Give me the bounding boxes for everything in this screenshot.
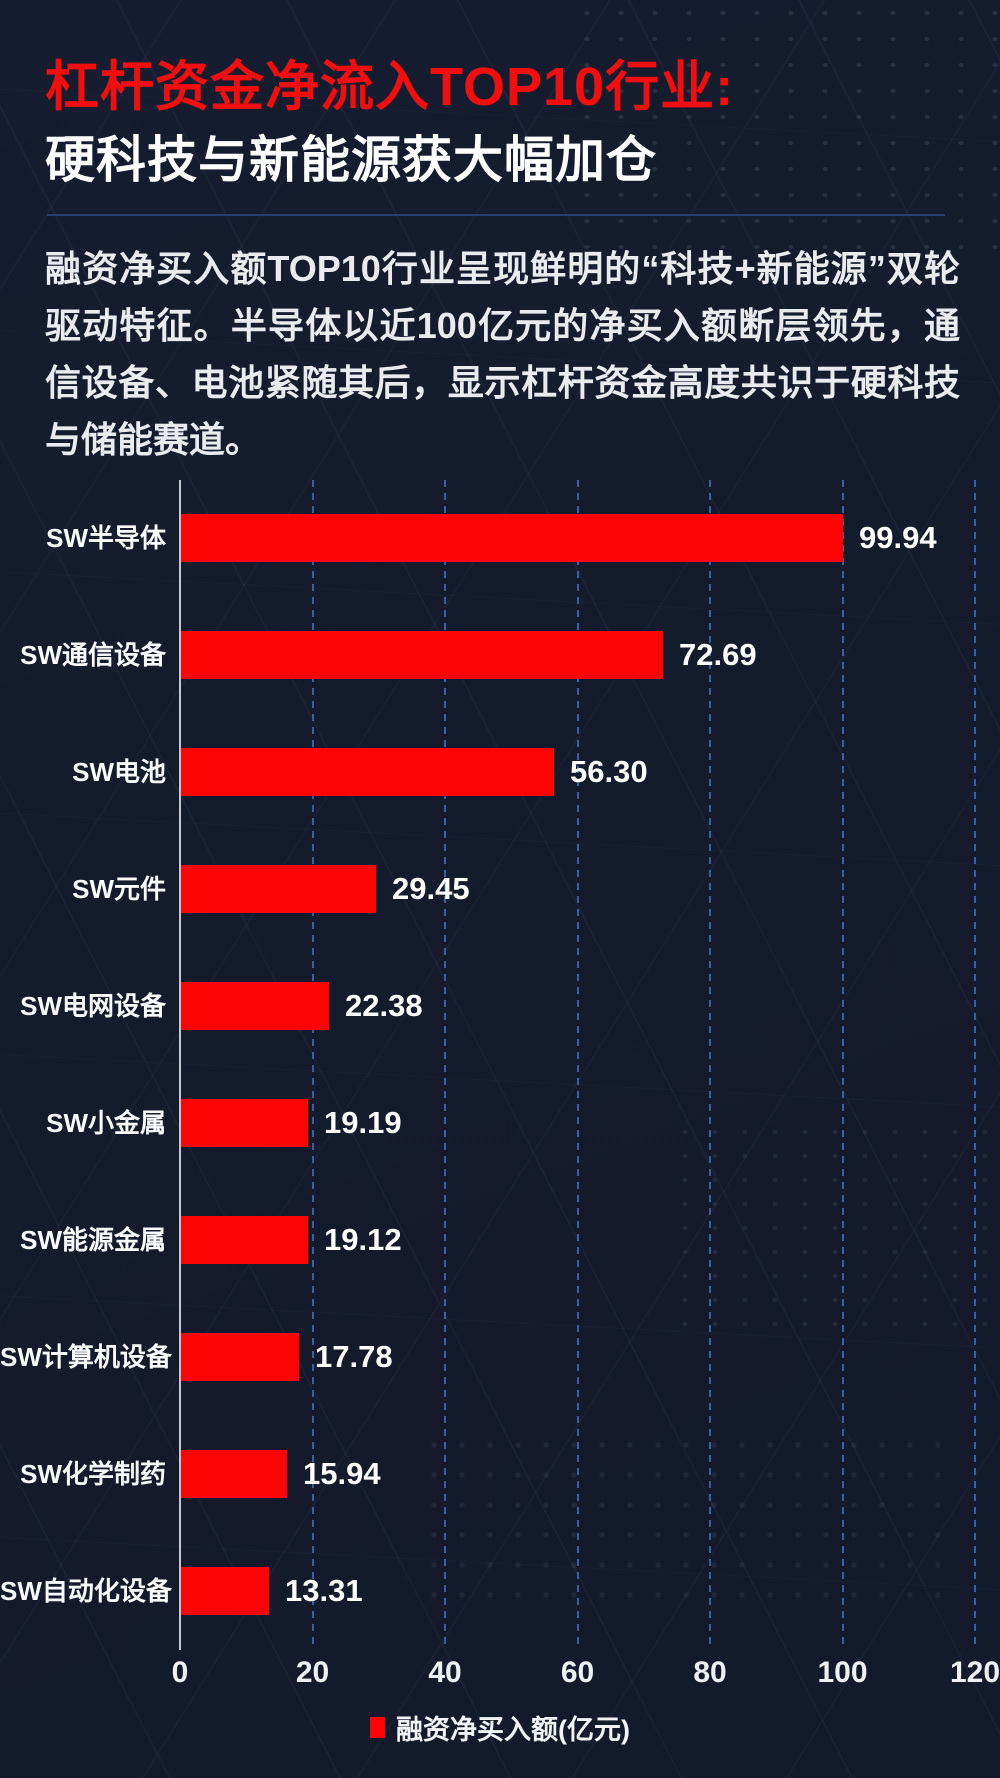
bar-SW半导体: [181, 514, 843, 562]
page-title: 杠杆资金净流入TOP10行业:: [45, 57, 735, 117]
category-label: SW化学制药: [20, 1459, 166, 1489]
background-dots-top-right: [570, 0, 1000, 270]
background-dots-bottom-right: [420, 1430, 940, 1620]
x-tick-label-40: 40: [428, 1656, 462, 1689]
value-label: 99.94: [859, 520, 937, 555]
category-label: SW电网设备: [20, 991, 166, 1021]
gridline-x-80: [709, 480, 711, 1650]
legend-label: 融资净买入额(亿元): [396, 1715, 630, 1745]
bar-SW化学制药: [181, 1450, 287, 1498]
value-label: 29.45: [392, 871, 470, 906]
legend-swatch-red: [370, 1717, 385, 1738]
category-label: SW自动化设备: [0, 1576, 172, 1606]
x-tick-label-20: 20: [295, 1656, 330, 1689]
value-label: 17.78: [315, 1339, 393, 1374]
value-label: 15.94: [303, 1456, 381, 1491]
gridline-x-60: [576, 480, 579, 1650]
x-tick-label-120: 120: [949, 1656, 1000, 1689]
background-dots-mid-right: [670, 1120, 1000, 1330]
gridline-x-40: [444, 480, 446, 1650]
x-tick-label-60: 60: [560, 1656, 595, 1689]
value-label: 19.19: [324, 1105, 402, 1140]
bar-SW电池: [181, 748, 554, 796]
category-label: SW半导体: [46, 523, 166, 553]
bar-SW元件: [181, 865, 376, 913]
bar-SW电网设备: [181, 982, 329, 1030]
bar-SW小金属: [181, 1099, 308, 1147]
category-label: SW小金属: [46, 1108, 166, 1138]
category-label: SW能源金属: [20, 1225, 166, 1255]
category-label: SW计算机设备: [0, 1342, 172, 1372]
value-label: 72.69: [679, 637, 757, 672]
header-divider: [47, 214, 945, 216]
x-tick-label-80: 80: [693, 1656, 727, 1689]
bar-SW能源金属: [181, 1216, 308, 1264]
y-axis-line: [179, 480, 181, 1650]
x-tick-label-0: 0: [171, 1656, 189, 1689]
summary-paragraph: 融资净买入额TOP10行业呈现鲜明的“科技+新能源”双轮驱动特征。半导体以近10…: [45, 248, 960, 460]
bar-SW计算机设备: [181, 1333, 299, 1381]
gridline-x-120: [974, 480, 976, 1650]
gridline-x-20: [311, 480, 314, 1650]
category-label: SW通信设备: [20, 640, 166, 670]
chart-legend: 融资净买入额(亿元): [0, 1708, 1000, 1747]
value-label: 19.12: [324, 1222, 402, 1257]
value-label: 22.38: [345, 988, 423, 1023]
bar-SW自动化设备: [181, 1567, 269, 1615]
bar-SW通信设备: [181, 631, 663, 679]
category-label: SW电池: [72, 757, 166, 787]
page-subtitle: 硬科技与新能源获大幅加仓: [45, 132, 657, 188]
value-label: 13.31: [285, 1573, 363, 1608]
value-label: 56.30: [570, 754, 648, 789]
category-label: SW元件: [72, 874, 166, 904]
gridline-x-100: [841, 480, 844, 1650]
x-tick-label-100: 100: [817, 1656, 868, 1689]
